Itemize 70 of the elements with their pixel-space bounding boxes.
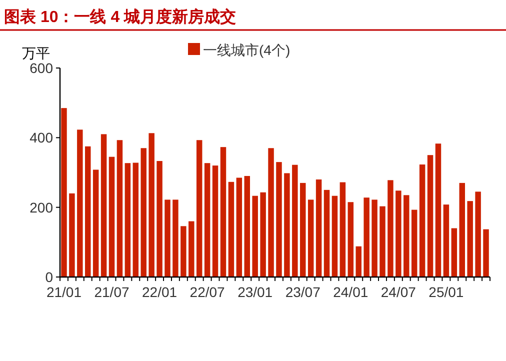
bar xyxy=(404,195,410,277)
bar xyxy=(308,200,314,277)
bar xyxy=(348,202,354,277)
bar xyxy=(172,200,178,277)
bar xyxy=(188,221,194,277)
bar xyxy=(140,148,146,277)
bar xyxy=(459,182,465,277)
y-tick-label: 400 xyxy=(30,130,54,146)
bar xyxy=(364,198,370,277)
bar xyxy=(475,192,481,277)
bar xyxy=(124,163,131,277)
bar xyxy=(411,210,418,277)
bar xyxy=(276,162,282,277)
x-tick-label: 25/01 xyxy=(428,284,464,300)
bar xyxy=(483,229,489,277)
bar xyxy=(268,148,274,277)
bar xyxy=(435,144,442,277)
x-tick-label: 24/01 xyxy=(333,284,368,300)
bar xyxy=(204,163,210,277)
bar xyxy=(100,134,107,277)
y-axis-title: 万平 xyxy=(22,45,50,61)
bar xyxy=(212,166,218,277)
bar xyxy=(356,246,362,277)
bar xyxy=(443,204,450,277)
x-tick-label: 24/07 xyxy=(380,284,416,300)
bar xyxy=(164,200,170,277)
x-tick-label: 23/07 xyxy=(285,284,321,300)
bar xyxy=(388,180,394,277)
x-tick-label: 21/01 xyxy=(46,284,82,300)
bar xyxy=(244,176,250,277)
x-tick-label: 22/07 xyxy=(190,284,226,300)
bar xyxy=(332,196,338,277)
bar xyxy=(108,156,115,277)
bar xyxy=(419,164,426,277)
bar xyxy=(380,206,386,277)
x-tick-label: 21/07 xyxy=(94,284,130,300)
x-tick-label: 22/01 xyxy=(142,284,178,300)
bar xyxy=(196,140,202,277)
bar xyxy=(340,182,346,277)
bar xyxy=(292,164,298,277)
bar xyxy=(300,182,306,277)
bar xyxy=(372,200,378,277)
y-tick-label: 600 xyxy=(30,60,54,76)
bar xyxy=(284,173,290,277)
bar xyxy=(220,147,226,277)
x-tick-label: 23/01 xyxy=(238,284,273,300)
bar xyxy=(396,190,402,277)
bar xyxy=(85,146,91,277)
chart-title: 图表 10：一线 4 城月度新房成交 xyxy=(4,7,236,26)
bar xyxy=(236,178,242,277)
y-tick-label: 200 xyxy=(30,199,54,216)
legend-label: 一线城市(4个) xyxy=(203,42,290,58)
bar xyxy=(156,161,162,277)
bar xyxy=(324,190,330,277)
bar xyxy=(180,226,186,277)
bar xyxy=(69,193,75,277)
bar xyxy=(148,133,154,277)
bar xyxy=(316,179,322,277)
bar xyxy=(451,228,458,277)
bar xyxy=(77,130,83,277)
bar xyxy=(92,170,99,277)
bar xyxy=(427,155,434,277)
y-tick-label: 0 xyxy=(45,269,54,285)
bar xyxy=(132,162,139,277)
bar xyxy=(252,196,258,277)
bar xyxy=(467,201,473,277)
bar xyxy=(260,192,266,277)
bar xyxy=(61,108,67,277)
bar xyxy=(116,140,123,277)
bar xyxy=(228,182,234,277)
